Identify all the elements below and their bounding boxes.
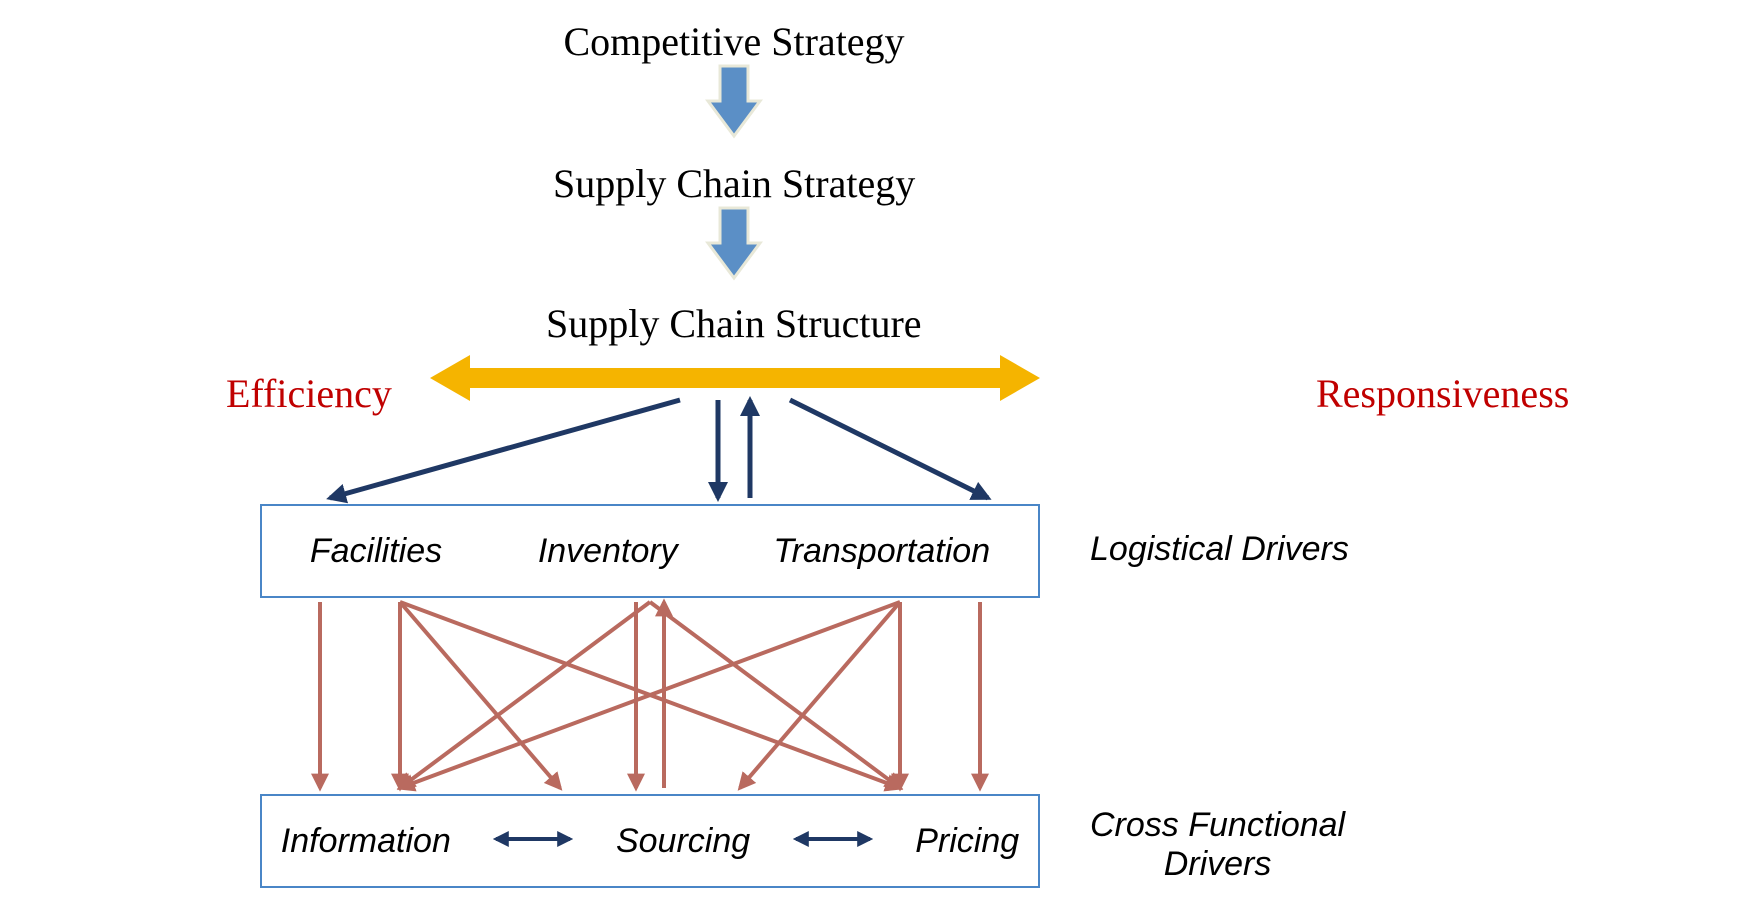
cross-functional-drivers-sidelabel: Cross Functional Drivers <box>1090 806 1345 884</box>
cross-functional-drivers-box: Information Sourcing Pricing <box>260 794 1040 888</box>
cross-functional-line1: Cross Functional <box>1090 806 1345 845</box>
sourcing-label: Sourcing <box>616 822 750 861</box>
tran-info <box>400 602 900 788</box>
inv-pricing <box>650 602 900 788</box>
supply-chain-strategy-label: Supply Chain Strategy <box>553 160 915 207</box>
logistical-drivers-sidelabel: Logistical Drivers <box>1090 530 1349 569</box>
double-arrow-icon <box>488 827 578 856</box>
block-arrow-2 <box>708 208 760 278</box>
transportation-label: Transportation <box>773 532 990 571</box>
competitive-strategy-label: Competitive Strategy <box>564 18 905 65</box>
information-label: Information <box>281 822 451 861</box>
efficiency-label: Efficiency <box>226 370 392 417</box>
inv-info <box>400 602 650 788</box>
supply-chain-structure-label: Supply Chain Structure <box>546 300 922 347</box>
diagram-stage: Competitive Strategy Supply Chain Strate… <box>0 0 1748 914</box>
facilities-label: Facilities <box>310 532 442 571</box>
double-arrow-icon <box>788 827 878 856</box>
inventory-label: Inventory <box>538 532 678 571</box>
arrow-overlay <box>0 0 1748 914</box>
fan-right <box>790 400 988 498</box>
tran-sourcing <box>740 602 900 788</box>
spectrum-arrow <box>430 355 1040 401</box>
pricing-label: Pricing <box>915 822 1019 861</box>
fac-pricing <box>400 602 900 788</box>
cross-functional-line2: Drivers <box>1090 845 1345 884</box>
logistical-drivers-box: Facilities Inventory Transportation <box>260 504 1040 598</box>
responsiveness-label: Responsiveness <box>1316 370 1569 417</box>
fac-sourcing <box>400 602 560 788</box>
block-arrow-1 <box>708 66 760 136</box>
